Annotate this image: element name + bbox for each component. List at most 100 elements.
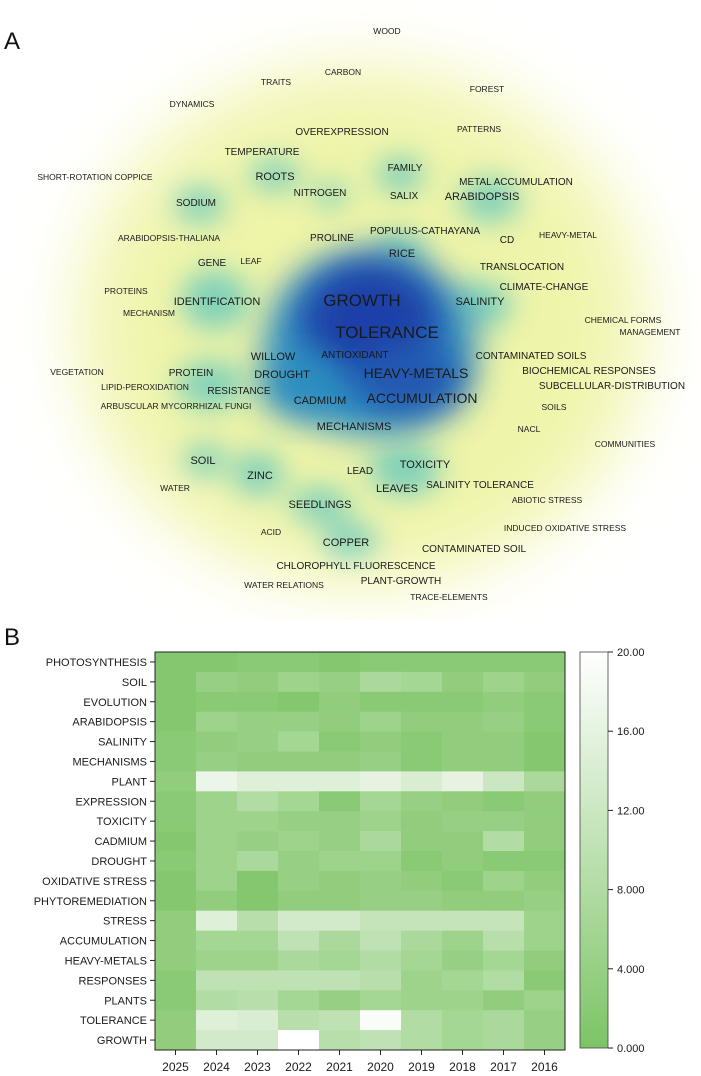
heatmap-cell	[360, 930, 402, 951]
keyword-label: METAL ACCUMULATION	[459, 177, 573, 188]
heatmap-cell	[319, 990, 361, 1011]
heatmap-cell	[360, 990, 402, 1011]
heatmap-cell	[401, 1010, 443, 1031]
heatmap-cell	[155, 731, 197, 752]
heatmap-cell	[401, 1030, 443, 1051]
colorbar-tick-label: 8.000	[617, 885, 645, 897]
keyword-density-map: WOOD CARBON TRAITS FOREST DYNAMICS PATTERNS OV…	[37, 26, 685, 602]
heatmap-cell	[401, 910, 443, 931]
keyword-label: ZINC	[247, 470, 273, 482]
heatmap-row-label: ACCUMULATION	[60, 936, 147, 948]
keyword-label: CHEMICAL FORMS	[585, 315, 662, 325]
heatmap-cell	[442, 791, 484, 812]
heatmap-cell	[524, 990, 566, 1011]
heatmap-cell	[319, 870, 361, 892]
heatmap-cell	[278, 771, 320, 792]
keyword-label: FOREST	[470, 84, 504, 94]
heatmap-cell	[196, 731, 238, 752]
heatmap-row-label: GROWTH	[97, 1035, 147, 1047]
keyword-label: FAMILY	[388, 163, 423, 174]
heatmap-cell	[360, 671, 402, 693]
keyword-label: MECHANISM	[123, 308, 175, 318]
heatmap-row-label: PLANT	[112, 776, 148, 788]
panel-label-a: A	[4, 28, 21, 55]
keyword-label: PLANT-GROWTH	[361, 576, 442, 587]
keyword-label: WATER	[160, 483, 190, 493]
keyword-label: COMMUNITIES	[595, 439, 656, 449]
keyword-label: PROLINE	[310, 233, 354, 244]
heatmap-cell	[155, 711, 197, 732]
heatmap-cell	[401, 870, 443, 892]
keyword-label: PROTEIN	[169, 368, 213, 379]
heatmap-cell	[442, 751, 484, 772]
heatmap-cell	[483, 731, 525, 752]
keyword-label: HEAVY-METALS	[364, 365, 469, 381]
heatmap-cell	[196, 831, 238, 852]
heatmap-row-label: SOIL	[122, 677, 147, 689]
heatmap-cell	[401, 751, 443, 772]
heatmap-cell	[319, 691, 361, 712]
heatmap-cell	[401, 811, 443, 832]
heatmap-cell	[196, 711, 238, 732]
heatmap-cell	[278, 930, 320, 951]
heatmap-cell	[278, 731, 320, 752]
heatmap-cell	[442, 950, 484, 971]
heatmap-cell	[483, 970, 525, 991]
keyword-label: CLIMATE-CHANGE	[500, 282, 589, 293]
keyword-label: LEAVES	[376, 483, 418, 495]
heatmap-cell	[196, 910, 238, 931]
heatmap-cell	[360, 1030, 402, 1051]
keyword-label: LEAF	[240, 256, 261, 266]
heatmap-cell	[483, 1030, 525, 1051]
heatmap-cell	[483, 870, 525, 892]
keyword-label: TEMPERATURE	[225, 147, 300, 158]
keyword-label: CADMIUM	[294, 395, 347, 407]
heatmap-cell	[442, 990, 484, 1011]
heatmap-cell	[442, 910, 484, 931]
panel-label-b: B	[4, 624, 21, 651]
heatmap-cell	[524, 910, 566, 931]
heatmap-cell	[360, 751, 402, 772]
heatmap-cell	[360, 771, 402, 792]
heatmap-cell	[401, 771, 443, 792]
heatmap-cell	[196, 811, 238, 832]
keyword-label: CONTAMINATED SOIL	[422, 544, 527, 555]
heatmap-cell	[360, 851, 402, 872]
heatmap-cell	[360, 870, 402, 892]
heatmap-cell	[196, 930, 238, 951]
heatmap-cell	[524, 1030, 566, 1051]
heatmap-cell	[524, 811, 566, 832]
keyword-label: CHLOROPHYLL FLUORESCENCE	[276, 561, 435, 572]
keyword-label: SOIL	[190, 455, 215, 467]
heatmap-cell	[442, 771, 484, 792]
colorbar	[579, 651, 609, 1049]
heatmap-cell	[524, 751, 566, 772]
keyword-label: COPPER	[323, 537, 370, 549]
colorbar-tick-label: 16.00	[617, 726, 645, 738]
heatmap-cell	[360, 910, 402, 931]
keyword-label: PATTERNS	[457, 124, 501, 134]
keyword-label: MANAGEMENT	[620, 327, 681, 337]
keyword-label: HEAVY-METAL	[539, 230, 597, 240]
heatmap-cell	[360, 970, 402, 991]
heatmap-cell	[360, 791, 402, 812]
heatmap-cell	[278, 950, 320, 971]
heatmap-cell	[278, 691, 320, 712]
heatmap-cell	[155, 990, 197, 1011]
heatmap-cell	[483, 930, 525, 951]
keyword-label: VEGETATION	[50, 367, 104, 377]
heatmap-row-label: PLANTS	[104, 995, 147, 1007]
heatmap-row-label: SALINITY	[98, 737, 148, 749]
heatmap-cell	[401, 970, 443, 991]
heatmap-cell	[401, 950, 443, 971]
keyword-label: SALINITY	[456, 296, 506, 308]
heatmap-cell	[442, 691, 484, 712]
heatmap-cell	[237, 671, 279, 693]
heatmap-cell	[237, 870, 279, 892]
heatmap-cell	[278, 811, 320, 832]
keyword-label: NITROGEN	[294, 188, 347, 199]
heatmap-cell	[196, 671, 238, 693]
heatmap-cell	[319, 671, 361, 693]
keyword-label: LEAD	[347, 466, 373, 477]
keyword-label: SODIUM	[176, 198, 216, 209]
